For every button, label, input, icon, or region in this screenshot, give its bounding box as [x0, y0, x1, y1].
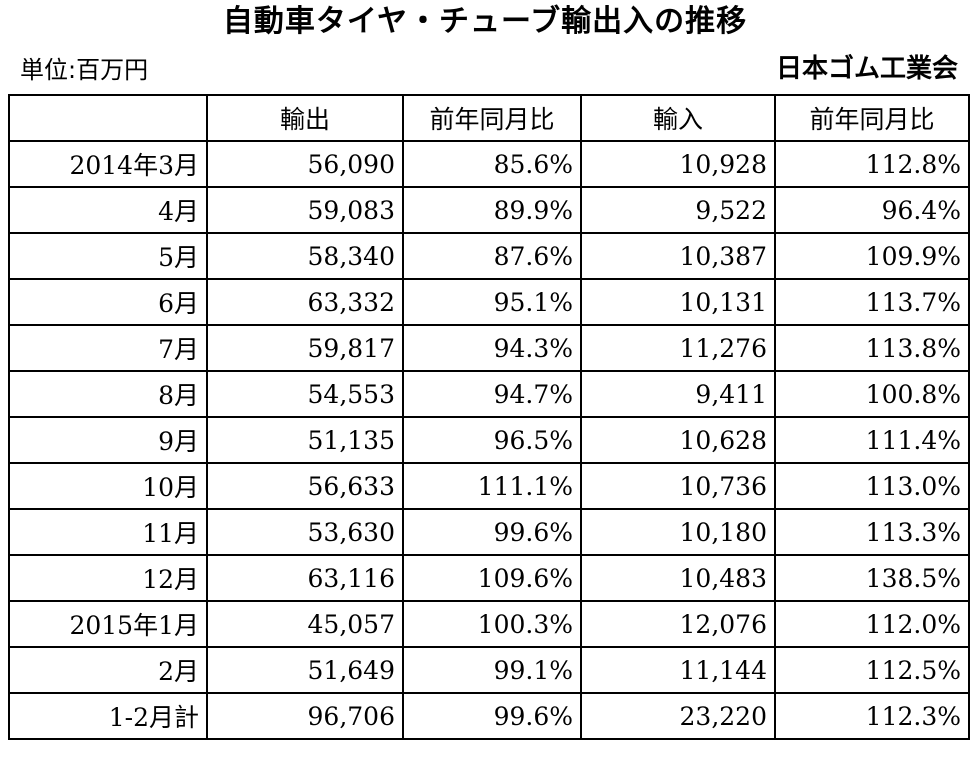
period-cell: 1-2月計: [8, 692, 208, 740]
export-cell: 45,057: [206, 600, 404, 648]
import-cell: 11,144: [580, 646, 776, 694]
table-row: 2015年1月 45,057 100.3% 12,076 112.0%: [8, 600, 970, 648]
header-cell-export-yoy: 前年同月比: [402, 94, 582, 142]
table-row: 2014年3月 56,090 85.6% 10,928 112.8%: [8, 140, 970, 188]
import-yoy-cell: 113.8%: [774, 324, 970, 372]
import-yoy-cell: 100.8%: [774, 370, 970, 418]
period-cell: 2015年1月: [8, 600, 208, 648]
export-cell: 63,116: [206, 554, 404, 602]
import-cell: 10,387: [580, 232, 776, 280]
export-cell: 54,553: [206, 370, 404, 418]
export-yoy-cell: 100.3%: [402, 600, 582, 648]
export-cell: 58,340: [206, 232, 404, 280]
export-yoy-cell: 85.6%: [402, 140, 582, 188]
table-row: 10月 56,633 111.1% 10,736 113.0%: [8, 462, 970, 510]
export-yoy-cell: 95.1%: [402, 278, 582, 326]
unit-label: 単位:百万円: [20, 56, 149, 84]
header-cell-import-yoy: 前年同月比: [774, 94, 970, 142]
import-yoy-cell: 112.5%: [774, 646, 970, 694]
import-yoy-cell: 112.0%: [774, 600, 970, 648]
table-row: 1-2月計 96,706 99.6% 23,220 112.3%: [8, 692, 970, 740]
source-label: 日本ゴム工業会: [775, 54, 958, 84]
export-yoy-cell: 109.6%: [402, 554, 582, 602]
import-cell: 10,928: [580, 140, 776, 188]
import-cell: 12,076: [580, 600, 776, 648]
export-cell: 53,630: [206, 508, 404, 556]
import-yoy-cell: 113.0%: [774, 462, 970, 510]
export-cell: 96,706: [206, 692, 404, 740]
table-row: 6月 63,332 95.1% 10,131 113.7%: [8, 278, 970, 326]
header-row: 輸出 前年同月比 輸入 前年同月比: [8, 94, 970, 142]
export-cell: 56,633: [206, 462, 404, 510]
import-cell: 10,483: [580, 554, 776, 602]
header-cell-blank: [8, 94, 208, 142]
import-yoy-cell: 113.3%: [774, 508, 970, 556]
data-table: 輸出 前年同月比 輸入 前年同月比 2014年3月 56,090 85.6% 10,9…: [8, 94, 970, 740]
table-row: 5月 58,340 87.6% 10,387 109.9%: [8, 232, 970, 280]
period-cell: 4月: [8, 186, 208, 234]
period-cell: 9月: [8, 416, 208, 464]
period-cell: 7月: [8, 324, 208, 372]
table-row: 2月 51,649 99.1% 11,144 112.5%: [8, 646, 970, 694]
period-cell: 2014年3月: [8, 140, 208, 188]
export-yoy-cell: 99.6%: [402, 692, 582, 740]
import-cell: 10,131: [580, 278, 776, 326]
period-cell: 12月: [8, 554, 208, 602]
import-yoy-cell: 113.7%: [774, 278, 970, 326]
table-row: 9月 51,135 96.5% 10,628 111.4%: [8, 416, 970, 464]
export-cell: 59,083: [206, 186, 404, 234]
table-body: 2014年3月 56,090 85.6% 10,928 112.8% 4月 59,083 89…: [8, 140, 970, 740]
export-cell: 51,135: [206, 416, 404, 464]
import-yoy-cell: 112.3%: [774, 692, 970, 740]
import-cell: 11,276: [580, 324, 776, 372]
period-cell: 10月: [8, 462, 208, 510]
header-cell-export: 輸出: [206, 94, 404, 142]
export-yoy-cell: 94.3%: [402, 324, 582, 372]
import-yoy-cell: 138.5%: [774, 554, 970, 602]
import-yoy-cell: 111.4%: [774, 416, 970, 464]
import-yoy-cell: 109.9%: [774, 232, 970, 280]
page-title: 自動車タイヤ・チューブ輸出入の推移: [222, 4, 748, 39]
table-row: 4月 59,083 89.9% 9,522 96.4%: [8, 186, 970, 234]
import-cell: 23,220: [580, 692, 776, 740]
import-yoy-cell: 96.4%: [774, 186, 970, 234]
export-yoy-cell: 111.1%: [402, 462, 582, 510]
export-cell: 63,332: [206, 278, 404, 326]
export-cell: 56,090: [206, 140, 404, 188]
import-yoy-cell: 112.8%: [774, 140, 970, 188]
export-cell: 51,649: [206, 646, 404, 694]
export-yoy-cell: 96.5%: [402, 416, 582, 464]
table-row: 7月 59,817 94.3% 11,276 113.8%: [8, 324, 970, 372]
period-cell: 8月: [8, 370, 208, 418]
export-yoy-cell: 99.6%: [402, 508, 582, 556]
import-cell: 10,736: [580, 462, 776, 510]
export-yoy-cell: 89.9%: [402, 186, 582, 234]
import-cell: 9,522: [580, 186, 776, 234]
period-cell: 6月: [8, 278, 208, 326]
import-cell: 9,411: [580, 370, 776, 418]
period-cell: 5月: [8, 232, 208, 280]
export-yoy-cell: 94.7%: [402, 370, 582, 418]
table-row: 11月 53,630 99.6% 10,180 113.3%: [8, 508, 970, 556]
table-row: 12月 63,116 109.6% 10,483 138.5%: [8, 554, 970, 602]
period-cell: 11月: [8, 508, 208, 556]
header-cell-import: 輸入: [580, 94, 776, 142]
import-cell: 10,180: [580, 508, 776, 556]
import-cell: 10,628: [580, 416, 776, 464]
export-cell: 59,817: [206, 324, 404, 372]
table-row: 8月 54,553 94.7% 9,411 100.8%: [8, 370, 970, 418]
period-cell: 2月: [8, 646, 208, 694]
export-yoy-cell: 87.6%: [402, 232, 582, 280]
export-yoy-cell: 99.1%: [402, 646, 582, 694]
